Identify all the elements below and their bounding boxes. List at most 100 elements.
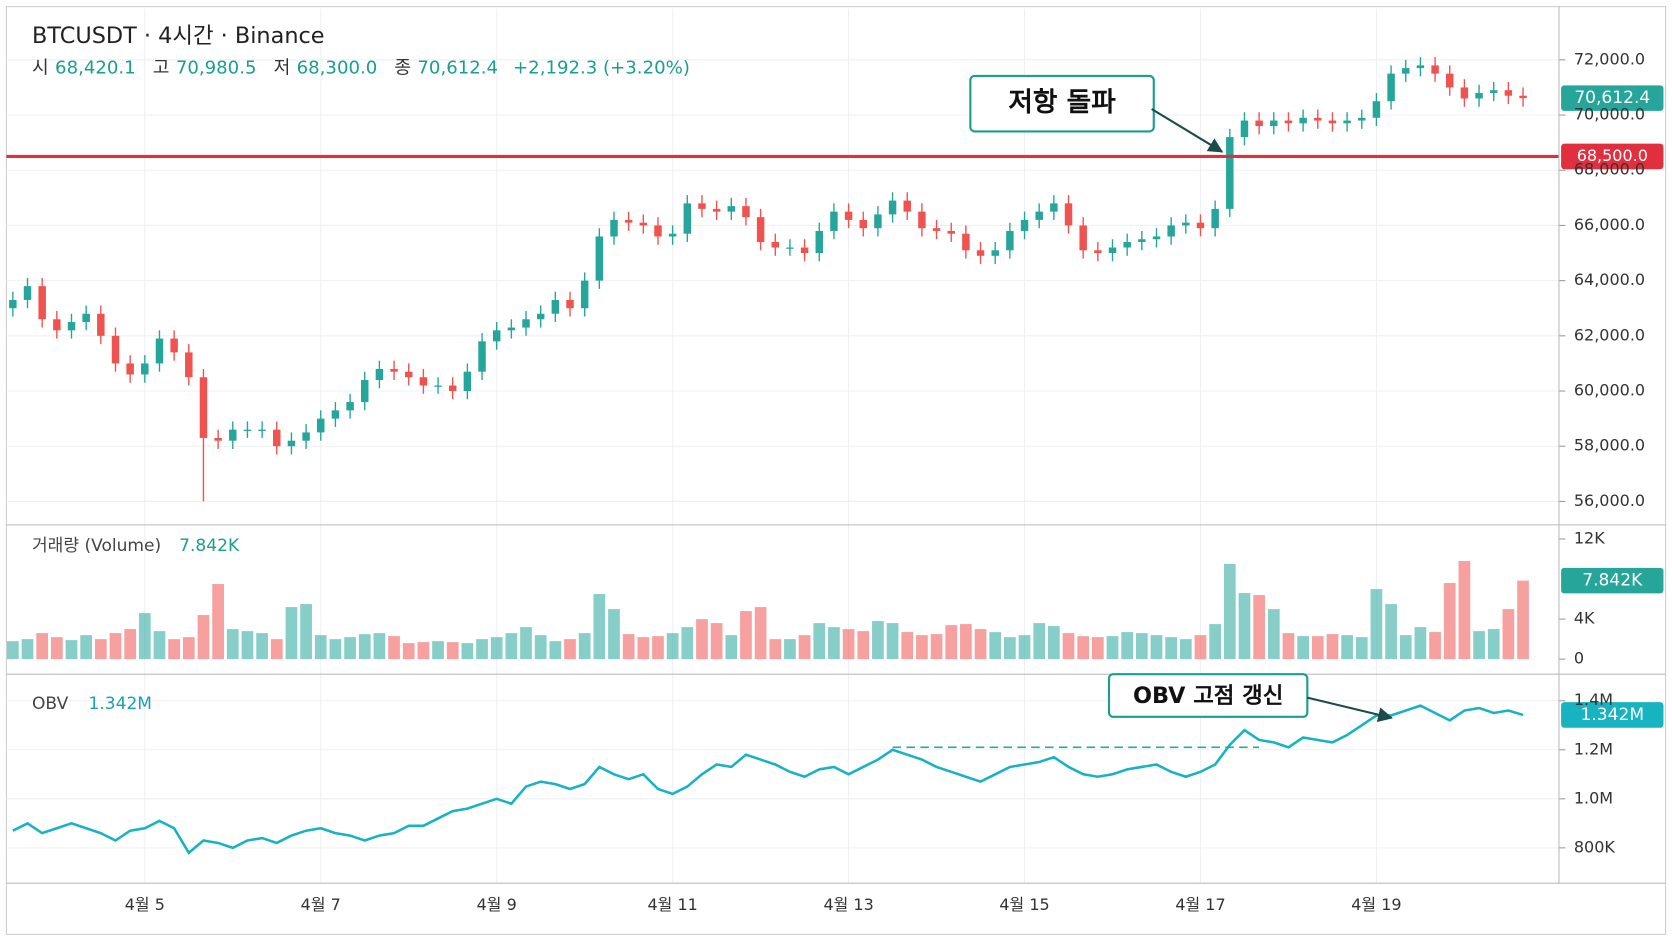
chart-title: BTCUSDT · 4시간 · Binance (32, 23, 325, 49)
volume-bar (754, 607, 767, 660)
candle-body (419, 377, 428, 386)
annotation-text: 저항 돌파 (1008, 87, 1116, 118)
volume-bar (1018, 635, 1031, 660)
candle-body (111, 335, 120, 364)
volume-bar (652, 636, 664, 660)
volume-bar (1341, 635, 1353, 660)
volume-bar (197, 615, 210, 660)
volume-bar (1326, 634, 1339, 660)
candle-body (800, 247, 809, 254)
candle-body (1152, 236, 1161, 240)
volume-bar (1150, 635, 1163, 660)
volume-bar (50, 637, 63, 660)
y-tick-label: 12K (1574, 528, 1605, 547)
volume-bar (1194, 635, 1207, 660)
candle-body (1255, 120, 1263, 127)
volume-bar (476, 639, 488, 660)
volume-bar (1077, 636, 1090, 660)
volume-bar (1165, 637, 1178, 660)
obv-annotation-arrow (1307, 696, 1394, 723)
ohlc-value: 70,612.4 (417, 57, 498, 78)
candle-body (82, 313, 90, 323)
candle-body (1123, 241, 1131, 248)
candle-body (1416, 65, 1425, 69)
candle-body (1358, 117, 1366, 121)
candle-body (566, 299, 574, 309)
annotation-box (969, 74, 1155, 133)
volume-bar (124, 629, 137, 660)
volume-bar (1062, 633, 1075, 660)
volume-bar (989, 632, 1002, 660)
resistance-tag (1561, 143, 1664, 170)
candle-body (830, 211, 838, 231)
volume-bar (461, 643, 474, 660)
volume-bar (388, 636, 400, 660)
volume-bar (226, 629, 239, 660)
candle-body (1446, 73, 1454, 88)
volume-bar (974, 629, 987, 660)
volume-bar (637, 637, 650, 660)
candle-body (1226, 137, 1234, 209)
ohlc-label: 시 (32, 57, 49, 78)
y-tick-label: 58,000.0 (1574, 436, 1645, 455)
volume-bar (329, 639, 342, 660)
volume-bar (769, 639, 782, 660)
candle-body (1284, 120, 1293, 124)
last-price-tag (1561, 85, 1664, 111)
candle-body (1050, 203, 1058, 212)
volume-bar (681, 627, 694, 660)
y-tick-label: 64,000.0 (1574, 270, 1645, 289)
volume-bar (710, 623, 723, 660)
volume-bar (446, 642, 459, 660)
frame (5, 6, 1667, 935)
volume-bar (1385, 604, 1397, 660)
volume-bar (153, 631, 166, 660)
volume-bar (1517, 580, 1529, 660)
candle-body (742, 206, 750, 218)
volume-bar (725, 635, 738, 660)
x-tick-label: 4월 7 (301, 895, 341, 914)
candle-body (23, 286, 32, 300)
candle-body (932, 228, 941, 231)
candle-body (551, 299, 560, 314)
candle-body (536, 313, 545, 320)
y-tick-label: 800K (1574, 837, 1616, 856)
obv-last: 1.342M (89, 694, 153, 714)
volume-bar (1502, 609, 1515, 660)
candle-body (9, 299, 17, 309)
x-tick-label: 4월 19 (1351, 895, 1401, 914)
candle-body (434, 385, 442, 387)
volume-title: 거래량 (Volume) (32, 536, 161, 556)
candle-body (654, 225, 662, 237)
candle-body (756, 217, 765, 242)
y-tick-label: 1.4M (1574, 690, 1613, 709)
candle-body (947, 230, 955, 234)
candle-body (595, 236, 604, 281)
volume-bar (505, 633, 518, 660)
volume-bar (1106, 636, 1119, 660)
y-tick-label: 60,000.0 (1574, 381, 1645, 400)
volume-bar (828, 627, 840, 660)
candle-body (1343, 120, 1351, 124)
candle-body (859, 219, 867, 229)
volume-bar (358, 634, 371, 660)
candle-body (1182, 222, 1190, 226)
y-tick-label: 1.0M (1574, 788, 1613, 807)
volume-bar (1355, 637, 1368, 660)
volume-bar (1267, 609, 1280, 660)
candle-body (786, 247, 794, 249)
candle-body (214, 437, 222, 441)
candle-body (53, 319, 61, 331)
volume-bar (1179, 639, 1192, 660)
candle-body (874, 214, 882, 229)
candle-body (404, 371, 413, 378)
volume-bar (1004, 637, 1016, 660)
volume-bar (1253, 595, 1265, 660)
volume-bar (241, 631, 254, 660)
volume-bar (36, 633, 49, 660)
candle-body (361, 379, 369, 403)
volume-bar (784, 639, 796, 660)
volume-bar (314, 635, 327, 660)
y-tick-label: 1.2M (1574, 739, 1613, 758)
